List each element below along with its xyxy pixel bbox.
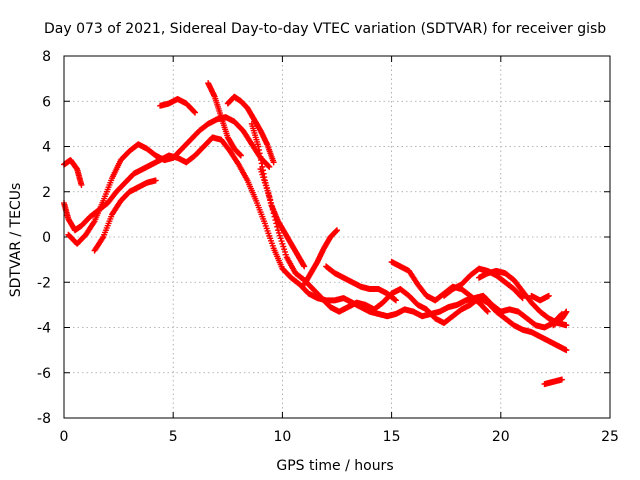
y-tick-label: -6 — [37, 366, 51, 382]
series-track-9 — [248, 120, 308, 270]
y-tick-label: 2 — [42, 185, 51, 201]
series-track-6 — [157, 95, 199, 116]
series-track-16 — [550, 308, 570, 329]
y-tick-label: -8 — [37, 411, 51, 427]
y-tick-label: 6 — [42, 94, 51, 110]
series-track-8 — [224, 93, 277, 166]
series-markers — [224, 93, 277, 166]
series-markers — [541, 376, 565, 388]
series-track-11 — [323, 263, 399, 304]
series-markers — [61, 134, 565, 331]
series-markers — [61, 157, 85, 188]
series-markers — [301, 227, 340, 288]
x-tick-label: 25 — [601, 429, 619, 445]
series-markers — [257, 166, 570, 354]
series-track-15 — [528, 292, 552, 304]
series-track-2 — [61, 134, 565, 331]
plot-border — [63, 55, 611, 419]
series-track-3 — [65, 114, 273, 247]
series-markers — [528, 292, 552, 304]
series-track-7 — [205, 80, 244, 159]
y-axis-label: SDTVAR / TECUs — [8, 183, 24, 298]
x-tick-label: 5 — [169, 429, 178, 445]
series-markers — [65, 114, 273, 247]
series-markers — [388, 258, 491, 315]
series-track-12 — [388, 258, 491, 315]
series-track-17 — [541, 376, 565, 388]
chart-title: Day 073 of 2021, Sidereal Day-to-day VTE… — [44, 21, 606, 37]
series-markers — [157, 95, 199, 116]
series-markers — [248, 120, 308, 270]
series-markers — [550, 308, 570, 329]
x-tick-label: 10 — [273, 429, 291, 445]
series-track-10 — [301, 227, 340, 288]
y-tick-label: 0 — [42, 230, 51, 246]
series-markers — [205, 80, 244, 159]
series-markers — [91, 177, 159, 254]
series-markers — [323, 263, 399, 304]
series-track-4 — [257, 166, 570, 354]
x-tick-label: 15 — [383, 429, 401, 445]
axes: 0 5 10 15 20 25 -8 -6 -4 -2 0 2 4 6 8 — [37, 49, 619, 445]
y-tick-label: 4 — [42, 140, 51, 156]
series-track-1 — [61, 157, 85, 188]
y-tick-label: -2 — [37, 275, 51, 291]
x-tick-label: 0 — [60, 429, 69, 445]
x-axis-label: GPS time / hours — [276, 458, 393, 474]
grid-lines — [64, 56, 610, 418]
data-points — [61, 80, 570, 388]
y-tick-label: -4 — [37, 321, 51, 337]
x-tick-label: 20 — [492, 429, 510, 445]
series-track-5 — [91, 177, 159, 254]
y-tick-label: 8 — [42, 49, 51, 65]
